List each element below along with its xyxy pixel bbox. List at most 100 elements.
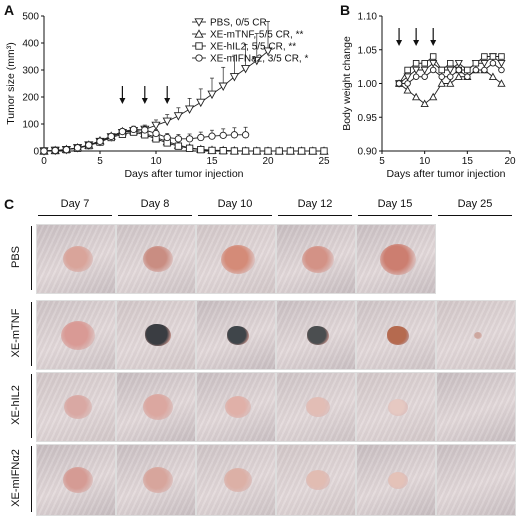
mouse-photo — [276, 224, 356, 294]
day-header: Day 8 — [140, 198, 170, 210]
tumor-lesion — [63, 246, 93, 272]
data-point — [264, 147, 272, 155]
data-point — [219, 147, 227, 155]
data-point — [51, 146, 59, 155]
data-point — [429, 60, 438, 68]
group-rule — [31, 374, 32, 438]
legend-label: XE-hIL2, 5/5 CR, ** — [210, 42, 296, 53]
data-point — [454, 72, 463, 81]
mouse-photo — [356, 300, 436, 370]
body-weight-chart: 5 10 15 20 0.90 0.95 1.00 1.05 1.10 Days after tu… — [341, 12, 516, 181]
group-rule — [31, 302, 32, 366]
data-point — [403, 85, 412, 94]
data-point — [96, 137, 104, 145]
data-point — [162, 117, 172, 127]
data-point — [489, 60, 497, 67]
mouse-photo — [116, 372, 196, 442]
y-tick-label: 0 — [33, 147, 39, 158]
data-point — [73, 144, 82, 152]
panel-label-c: C — [4, 196, 15, 212]
x-tick-label: 20 — [262, 156, 274, 167]
mouse-photo — [36, 224, 116, 294]
data-point — [480, 60, 489, 68]
group-rule — [31, 226, 32, 290]
data-point — [447, 73, 454, 80]
data-point — [207, 90, 217, 100]
tumor-lesion — [225, 396, 251, 418]
mouse-photo — [436, 300, 516, 370]
data-point — [497, 60, 506, 68]
data-point — [464, 66, 471, 74]
mouse-photo — [116, 300, 196, 370]
data-point — [420, 99, 429, 108]
data-point — [219, 131, 227, 139]
day-header: Day 10 — [217, 198, 253, 210]
data-point — [498, 53, 505, 60]
mouse-photo — [196, 300, 276, 370]
data-point — [230, 131, 239, 139]
mouse-photo — [356, 224, 436, 294]
y-tick-label: 1.00 — [358, 79, 378, 90]
data-point — [420, 66, 429, 75]
x-tick-label: 10 — [419, 156, 431, 167]
mouse-photo — [436, 224, 514, 292]
group-label: XE-hIL2 — [10, 385, 22, 425]
x-tick-label: 25 — [318, 156, 330, 167]
dosing-arrowhead — [413, 40, 420, 46]
data-point — [185, 105, 195, 114]
data-point — [447, 60, 454, 67]
mouse-photo — [116, 224, 196, 294]
x-axis-label: Days after tumor injection — [124, 168, 243, 180]
data-point — [412, 60, 420, 67]
dosing-arrowhead — [396, 40, 403, 46]
mouse-photo — [116, 444, 196, 516]
data-point — [152, 129, 160, 138]
x-tick-label: 20 — [504, 156, 516, 167]
data-point — [208, 132, 216, 140]
data-point — [241, 131, 250, 139]
data-point — [472, 66, 480, 74]
tumor-lesion — [474, 332, 482, 339]
data-point — [320, 147, 328, 155]
mouse-photo — [436, 372, 516, 442]
data-point — [404, 80, 411, 87]
data-point — [429, 53, 437, 60]
data-point — [141, 126, 149, 134]
legend-label: XE-mTNF, 5/5 CR, ** — [210, 30, 303, 41]
skin-texture — [437, 445, 515, 515]
day-header: Day 15 — [377, 198, 413, 210]
tumor-lesion — [306, 470, 330, 490]
data-point — [403, 73, 412, 82]
data-point — [197, 145, 205, 154]
mouse-photo — [356, 372, 436, 442]
data-point — [185, 135, 194, 143]
data-point — [252, 56, 262, 66]
data-point — [229, 73, 239, 82]
mouse-photo — [36, 444, 116, 516]
data-point — [412, 73, 420, 80]
data-point — [455, 66, 463, 74]
data-point — [174, 142, 183, 150]
data-point — [163, 133, 171, 142]
x-tick-label: 0 — [41, 156, 47, 167]
tumor-lesion — [64, 395, 92, 419]
data-point — [196, 98, 206, 108]
necrotic-tumor-scab — [307, 326, 329, 345]
tumor-size-chart: 0 5 10 15 20 25 0 100 200 300 400 500 Days after tum… — [5, 12, 330, 181]
tumor-lesion — [221, 245, 255, 274]
tumor-lesion — [143, 394, 173, 420]
panel-label-a: A — [4, 2, 15, 18]
data-point — [498, 66, 505, 74]
mouse-photo — [36, 372, 116, 442]
x-tick-label: 5 — [379, 156, 385, 167]
data-point — [107, 132, 115, 141]
legend-marker — [195, 42, 203, 50]
x-tick-label: 15 — [206, 156, 218, 167]
day-header: Day 25 — [457, 198, 493, 210]
data-point — [454, 60, 463, 68]
y-tick-label: 0.90 — [358, 147, 378, 158]
data-point — [309, 147, 317, 155]
data-point — [421, 60, 428, 67]
data-point — [472, 60, 480, 67]
data-point — [286, 147, 295, 155]
